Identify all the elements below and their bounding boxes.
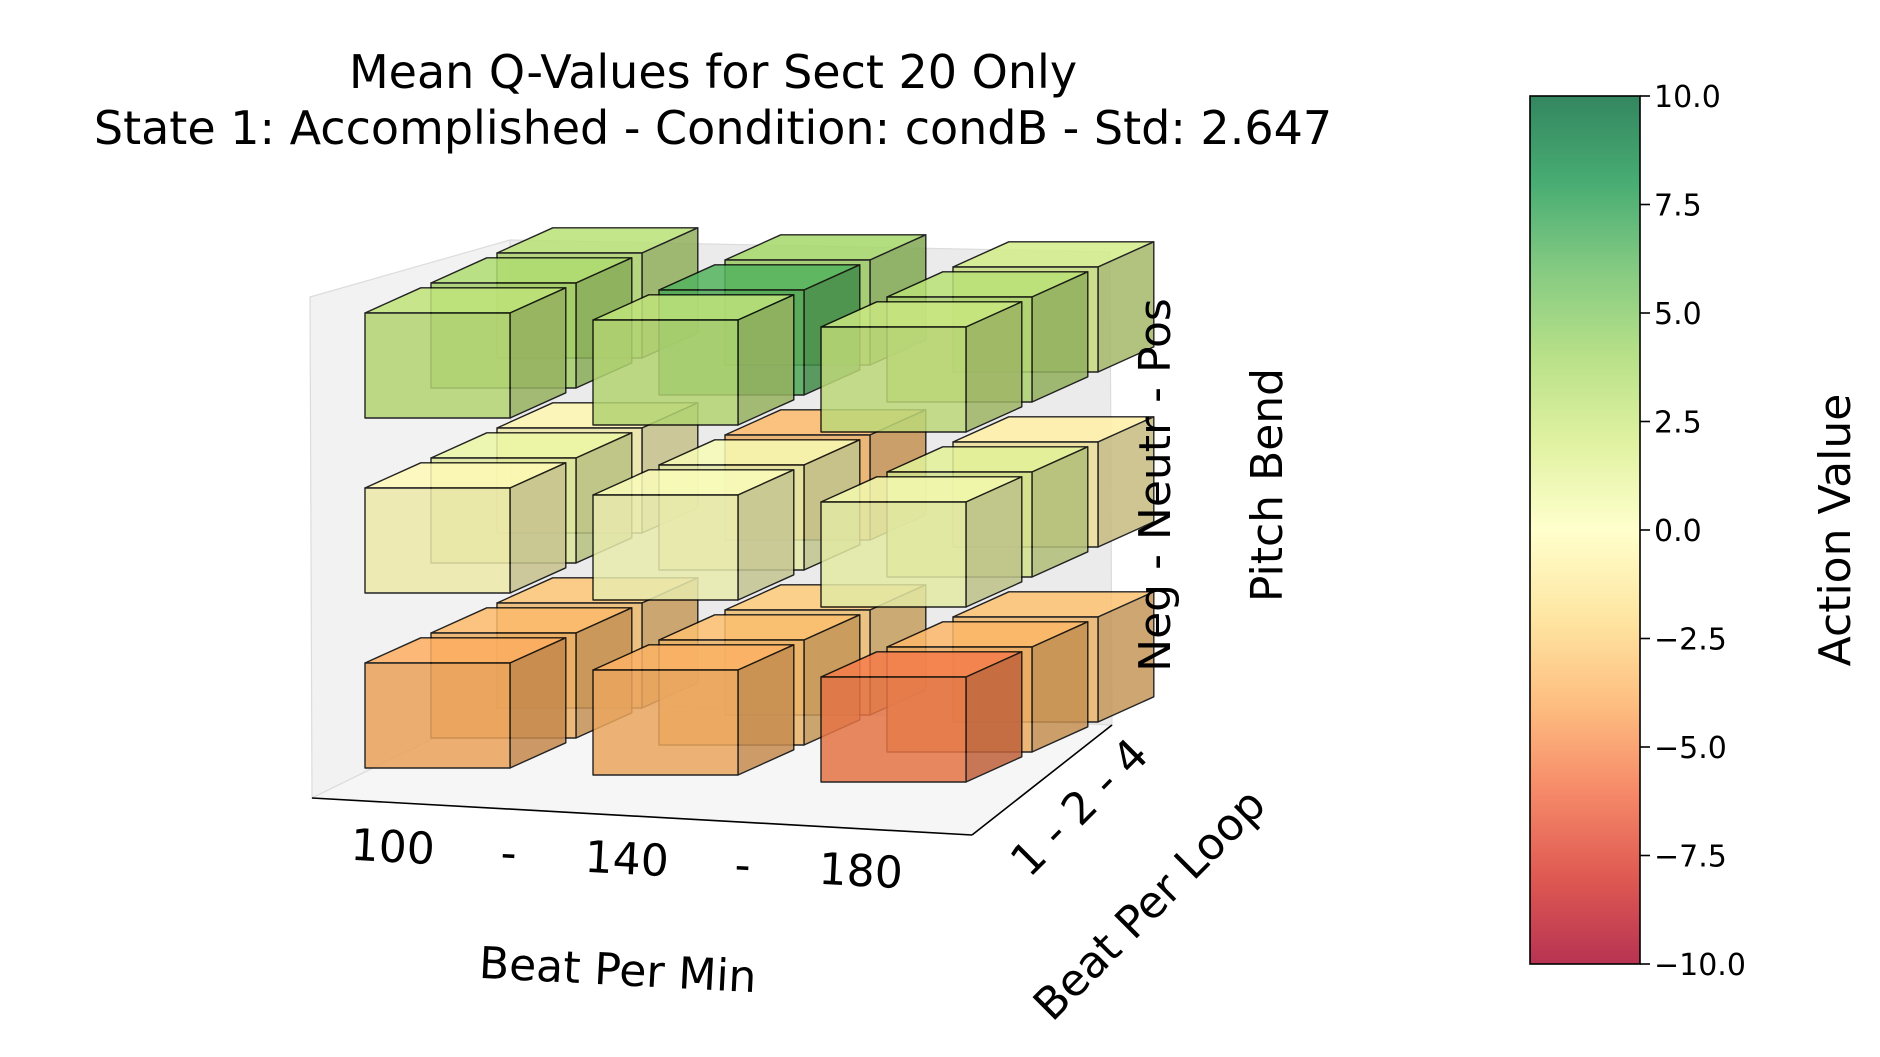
colorbar-tick-label: 7.5 [1654,189,1702,224]
bar-140-4-Pos [592,294,795,426]
colorbar-label: Action Value [1810,394,1861,667]
bar-front-face [364,487,511,594]
chart-title: Mean Q-Values for Sect 20 Only State 1: … [94,45,1332,155]
bar-100-4-Neutr [364,462,567,594]
colorbar-tick-label: 2.5 [1654,406,1702,441]
colorbar-tick-label: 5.0 [1654,297,1702,332]
bar-180-4-Pos [820,301,1023,433]
x-axis-line [311,797,973,836]
y-axis-line [971,724,1113,836]
x-axis: 100 - 140 - 180 Beat Per Min [349,820,904,1003]
colorbar-tick-label: −10.0 [1654,948,1746,983]
bar-front-face [820,676,967,783]
x-tick-sep-1: - [499,828,518,880]
bar-front-face [592,669,739,776]
z-axis: Neg - Neutr - Pos Pitch Bend [1130,298,1293,672]
colorbar: 10.0 7.5 5.0 2.5 0.0 −2.5 −5.0 −7.5 −10.0 Action… [1529,80,1861,983]
bar-front-face [364,312,511,419]
bar-100-4-Pos [364,287,567,419]
z-axis-label: Pitch Bend [1242,368,1293,602]
colorbar-tick-label: −7.5 [1654,840,1727,875]
x-tick-100: 100 [349,820,436,875]
bars-3d [364,227,1155,783]
colorbar-tick-label: 0.0 [1654,514,1702,549]
bar-front-face [592,494,739,601]
colorbar-tick-label: −2.5 [1654,623,1727,658]
bar-180-4-Neutr [820,476,1023,608]
title-line-1: Mean Q-Values for Sect 20 Only [349,45,1077,99]
x-tick-180: 180 [817,844,904,899]
colorbar-tick-label: 10.0 [1654,80,1721,115]
z-tick-label: Neg - Neutr - Pos [1130,298,1181,672]
x-axis-label: Beat Per Min [478,938,758,1003]
bar-140-4-Neutr [592,469,795,601]
bar-100-4-Neg [364,637,567,769]
x-tick-140: 140 [583,832,670,887]
colorbar-gradient [1529,95,1641,965]
colorbar-ticks: 10.0 7.5 5.0 2.5 0.0 −2.5 −5.0 −7.5 −10.0 [1640,80,1746,983]
bar-140-4-Neg [592,644,795,776]
colorbar-tick-label: −5.0 [1654,731,1727,766]
bar-front-face [820,501,967,608]
bar-180-4-Neg [820,651,1023,783]
bar-front-face [820,326,967,433]
bar-front-face [364,662,511,769]
x-tick-sep-2: - [733,840,752,892]
title-line-2: State 1: Accomplished - Condition: condB… [94,101,1332,155]
bar-front-face [592,319,739,426]
